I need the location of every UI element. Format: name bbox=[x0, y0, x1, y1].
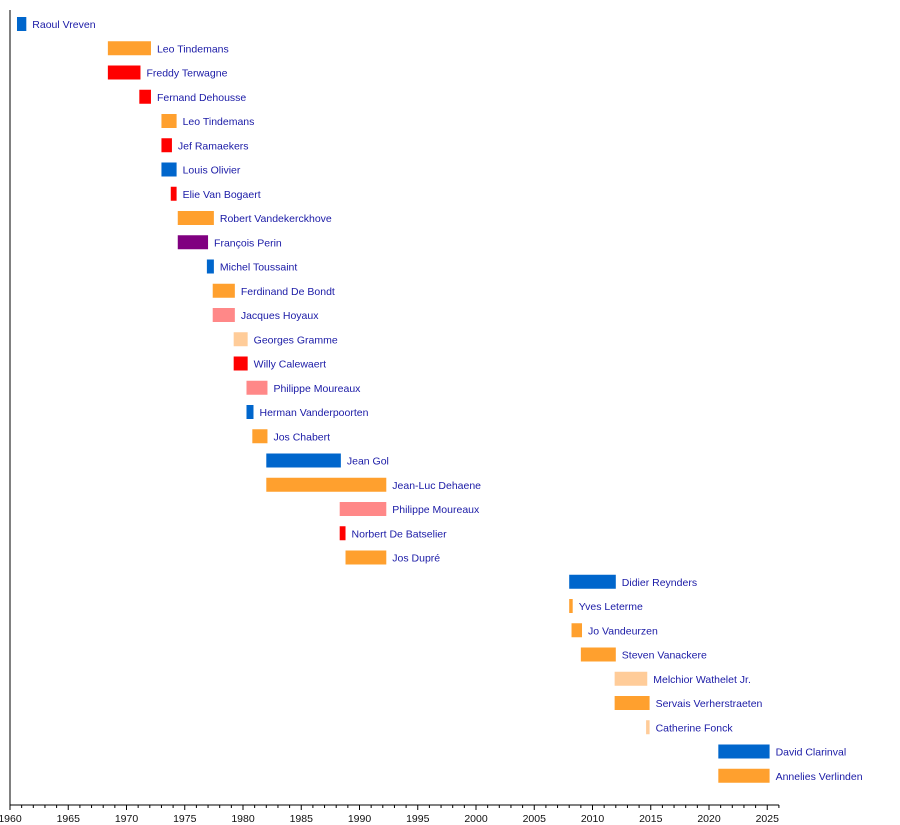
bar bbox=[718, 768, 770, 783]
x-tick-label: 2015 bbox=[639, 813, 663, 825]
x-tick-label: 2010 bbox=[581, 813, 605, 825]
bar bbox=[246, 380, 268, 395]
bar bbox=[206, 259, 214, 274]
bar bbox=[646, 720, 650, 735]
bar-label: Jos Chabert bbox=[273, 431, 330, 443]
bar bbox=[212, 283, 235, 298]
x-axis: 1960 1965 1970 1975 1980 1985 1990 1995 2000 2005… bbox=[0, 10, 780, 825]
bar bbox=[252, 429, 268, 444]
bar bbox=[212, 308, 235, 322]
x-tick-label: 2025 bbox=[756, 813, 780, 825]
bar-label: Herman Vanderpoorten bbox=[259, 407, 368, 419]
bar-label: Jo Vandeurzen bbox=[588, 625, 658, 637]
bar bbox=[161, 162, 177, 177]
bar bbox=[345, 550, 387, 565]
bar bbox=[161, 138, 172, 153]
bar-label: Servais Verherstraeten bbox=[656, 698, 763, 710]
x-tick-label: 1990 bbox=[348, 813, 372, 825]
bar-label: Fernand Dehousse bbox=[157, 92, 246, 104]
x-tick-label: 1970 bbox=[115, 813, 139, 825]
bars-group: Raoul Vreven Leo Tindemans Freddy Terwagne… bbox=[16, 17, 863, 783]
bar bbox=[16, 17, 27, 31]
bar-label: Elie Van Bogaert bbox=[183, 189, 261, 201]
x-tick-label: 1980 bbox=[231, 813, 255, 825]
bar-label: David Clarinval bbox=[776, 747, 847, 759]
bar-label: Jacques Hoyaux bbox=[241, 310, 319, 322]
x-tick-label: 1995 bbox=[406, 813, 430, 825]
bar-label: Norbert De Batselier bbox=[352, 528, 448, 540]
bar-label: Ferdinand De Bondt bbox=[241, 286, 335, 298]
x-tick-label: 2020 bbox=[697, 813, 721, 825]
bar-label: Leo Tindemans bbox=[157, 43, 229, 55]
bar bbox=[614, 671, 648, 686]
bar-label: Annelies Verlinden bbox=[776, 771, 863, 783]
bar bbox=[177, 235, 209, 250]
bar-label: Georges Gramme bbox=[254, 334, 338, 346]
bar-label: Philippe Moureaux bbox=[392, 504, 480, 516]
bar bbox=[569, 599, 573, 613]
bar-label: Steven Vanackere bbox=[622, 650, 707, 662]
bar-label: Jean Gol bbox=[347, 456, 389, 468]
x-tick-label: 2000 bbox=[464, 813, 488, 825]
x-tick-label: 1965 bbox=[57, 813, 81, 825]
bar-label: Philippe Moureaux bbox=[273, 383, 361, 395]
bar bbox=[233, 332, 248, 347]
bar bbox=[177, 211, 214, 225]
x-tick-label: 1985 bbox=[290, 813, 314, 825]
x-tick-label: 1975 bbox=[173, 813, 197, 825]
bar-label: François Perin bbox=[214, 237, 282, 249]
bar bbox=[718, 744, 770, 759]
bar bbox=[107, 41, 151, 56]
bar-label: Jean-Luc Dehaene bbox=[392, 480, 481, 492]
bar bbox=[339, 502, 387, 516]
bar bbox=[580, 647, 616, 662]
bar bbox=[170, 186, 177, 201]
bar bbox=[266, 453, 341, 468]
bar bbox=[339, 526, 346, 541]
bar-label: Melchior Wathelet Jr. bbox=[653, 674, 751, 686]
bar-label: Jos Dupré bbox=[392, 553, 440, 565]
bar-label: Didier Reynders bbox=[622, 577, 697, 589]
bar bbox=[266, 477, 387, 492]
bar-label: Freddy Terwagne bbox=[146, 68, 227, 80]
x-tick-label: 1960 bbox=[0, 813, 22, 825]
bar-label: Leo Tindemans bbox=[183, 116, 255, 128]
bar-label: Raoul Vreven bbox=[32, 19, 95, 31]
bar bbox=[246, 405, 254, 419]
bar bbox=[107, 65, 141, 80]
bar-label: Catherine Fonck bbox=[656, 722, 734, 734]
bar bbox=[161, 114, 177, 128]
bar bbox=[233, 356, 248, 371]
bar-label: Michel Toussaint bbox=[220, 262, 298, 274]
bar bbox=[614, 696, 650, 710]
bar-label: Louis Olivier bbox=[183, 165, 241, 177]
bar-label: Robert Vandekerckhove bbox=[220, 213, 332, 225]
bar-label: Willy Calewaert bbox=[254, 359, 326, 371]
x-tick-label: 2005 bbox=[523, 813, 547, 825]
bar bbox=[569, 574, 616, 589]
bar bbox=[571, 623, 583, 638]
bar-label: Yves Leterme bbox=[579, 601, 643, 613]
bar bbox=[139, 89, 151, 104]
bar-label: Jef Ramaekers bbox=[178, 140, 249, 152]
